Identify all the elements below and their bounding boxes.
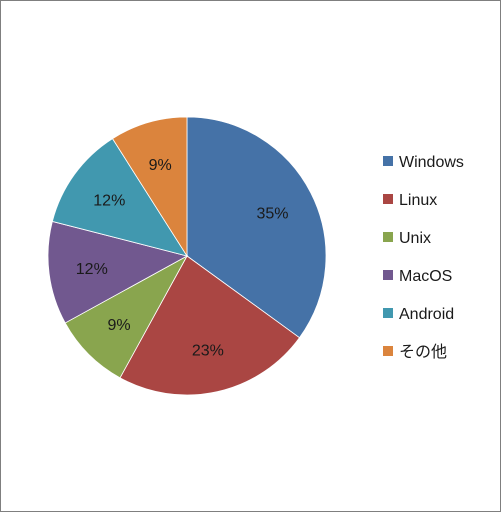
- legend-label-2: Linux: [399, 192, 437, 209]
- data-label-5: 12%: [93, 193, 125, 210]
- data-label-4: 12%: [76, 261, 108, 278]
- legend-swatch-4: [383, 270, 393, 280]
- legend-label-3: Unix: [399, 230, 431, 247]
- legend-swatch-3: [383, 232, 393, 242]
- legend-swatch-1: [383, 156, 393, 166]
- legend-swatch-5: [383, 308, 393, 318]
- data-label-3: 9%: [108, 317, 131, 334]
- legend-label-5: Android: [399, 306, 454, 323]
- pie-data-labels: 35% 23% 9% 12% 12% 9%: [76, 157, 289, 360]
- data-label-2: 23%: [192, 343, 224, 360]
- data-label-6: 9%: [149, 157, 172, 174]
- pie-slices: [47, 116, 327, 396]
- legend: Windows Linux Unix MacOS Android その他: [383, 154, 464, 361]
- pie-slice-1: [186, 116, 327, 339]
- pie-slice-4: [47, 220, 189, 324]
- data-label-1: 35%: [256, 205, 288, 222]
- pie-slice-6: [111, 116, 188, 258]
- legend-label-4: MacOS: [399, 268, 452, 285]
- pie-slice-2: [119, 255, 301, 396]
- pie-slice-3: [64, 254, 189, 379]
- legend-label-6: その他: [399, 343, 447, 361]
- legend-swatch-2: [383, 194, 393, 204]
- legend-label-1: Windows: [399, 154, 464, 171]
- pie-slice-5: [51, 138, 188, 257]
- legend-swatch-6: [383, 346, 393, 356]
